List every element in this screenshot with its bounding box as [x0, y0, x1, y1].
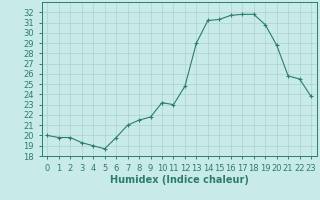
- X-axis label: Humidex (Indice chaleur): Humidex (Indice chaleur): [110, 175, 249, 185]
